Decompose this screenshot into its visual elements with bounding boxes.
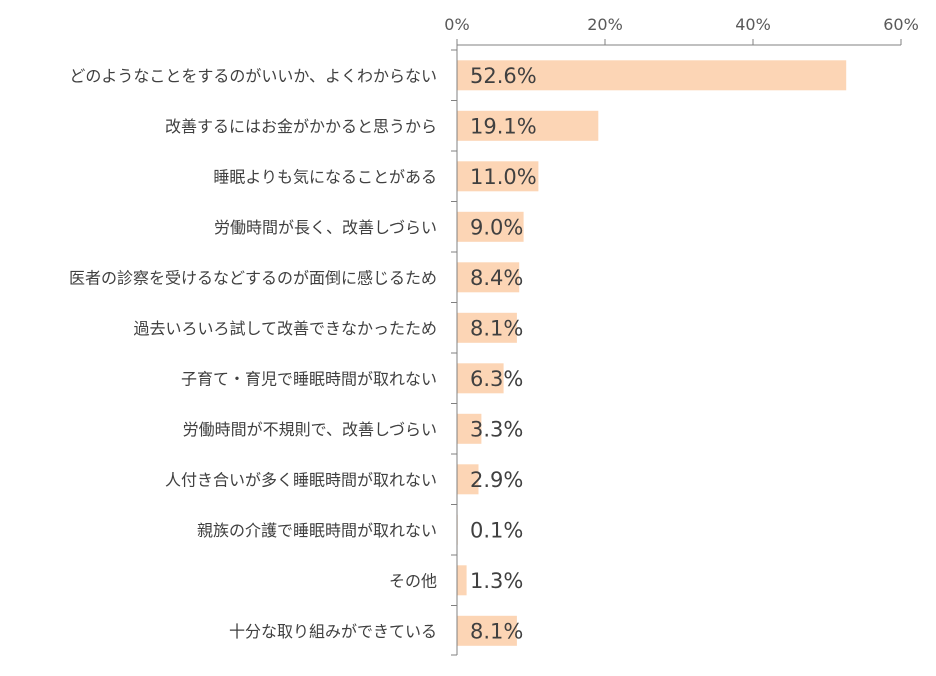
- x-tick-label: 40%: [735, 15, 771, 34]
- category-label: 医者の診察を受けるなどするのが面倒に感じるため: [69, 268, 437, 287]
- category-label: 労働時間が不規則で、改善しづらい: [183, 420, 437, 439]
- bar: [457, 110, 599, 141]
- bar: [457, 312, 517, 343]
- category-label: 十分な取り組みができている: [229, 622, 437, 641]
- bar: [457, 464, 479, 495]
- category-label: 過去いろいろ試して改善できなかったため: [133, 319, 437, 338]
- data-label: 0.1%: [470, 518, 523, 542]
- bar: [457, 262, 520, 293]
- category-label: 睡眠よりも気になることがある: [213, 167, 437, 186]
- data-label: 8.1%: [470, 619, 523, 643]
- bar: [457, 161, 539, 192]
- data-label: 11.0%: [470, 165, 537, 189]
- category-label: 労働時間が長く、改善しづらい: [214, 218, 437, 237]
- data-label: 9.0%: [470, 215, 523, 239]
- category-label: 子育て・育児で睡眠時間が取れない: [181, 369, 437, 388]
- category-label: 人付き合いが多く睡眠時間が取れない: [165, 470, 437, 489]
- x-tick-label: 60%: [883, 15, 919, 34]
- data-label: 8.1%: [470, 316, 523, 340]
- category-label: 改善するにはお金がかかると思うから: [165, 117, 437, 136]
- category-label: その他: [389, 571, 437, 590]
- data-label: 6.3%: [470, 367, 523, 391]
- x-tick-label: 20%: [587, 15, 623, 34]
- data-label: 8.4%: [470, 266, 523, 290]
- data-label: 3.3%: [470, 417, 523, 441]
- bar: [457, 615, 517, 646]
- data-label: 2.9%: [470, 468, 523, 492]
- x-tick-label: 0%: [444, 15, 469, 34]
- bar: [457, 413, 482, 444]
- bar: [457, 363, 504, 394]
- data-label: 19.1%: [470, 114, 537, 138]
- category-label: どのようなことをするのがいいか、よくわからない: [69, 66, 437, 85]
- category-label: 親族の介護で睡眠時間が取れない: [197, 521, 437, 540]
- bar: [457, 565, 467, 596]
- data-label: 1.3%: [470, 569, 523, 593]
- bar: [457, 60, 847, 91]
- data-label: 52.6%: [470, 64, 537, 88]
- bar: [457, 211, 524, 242]
